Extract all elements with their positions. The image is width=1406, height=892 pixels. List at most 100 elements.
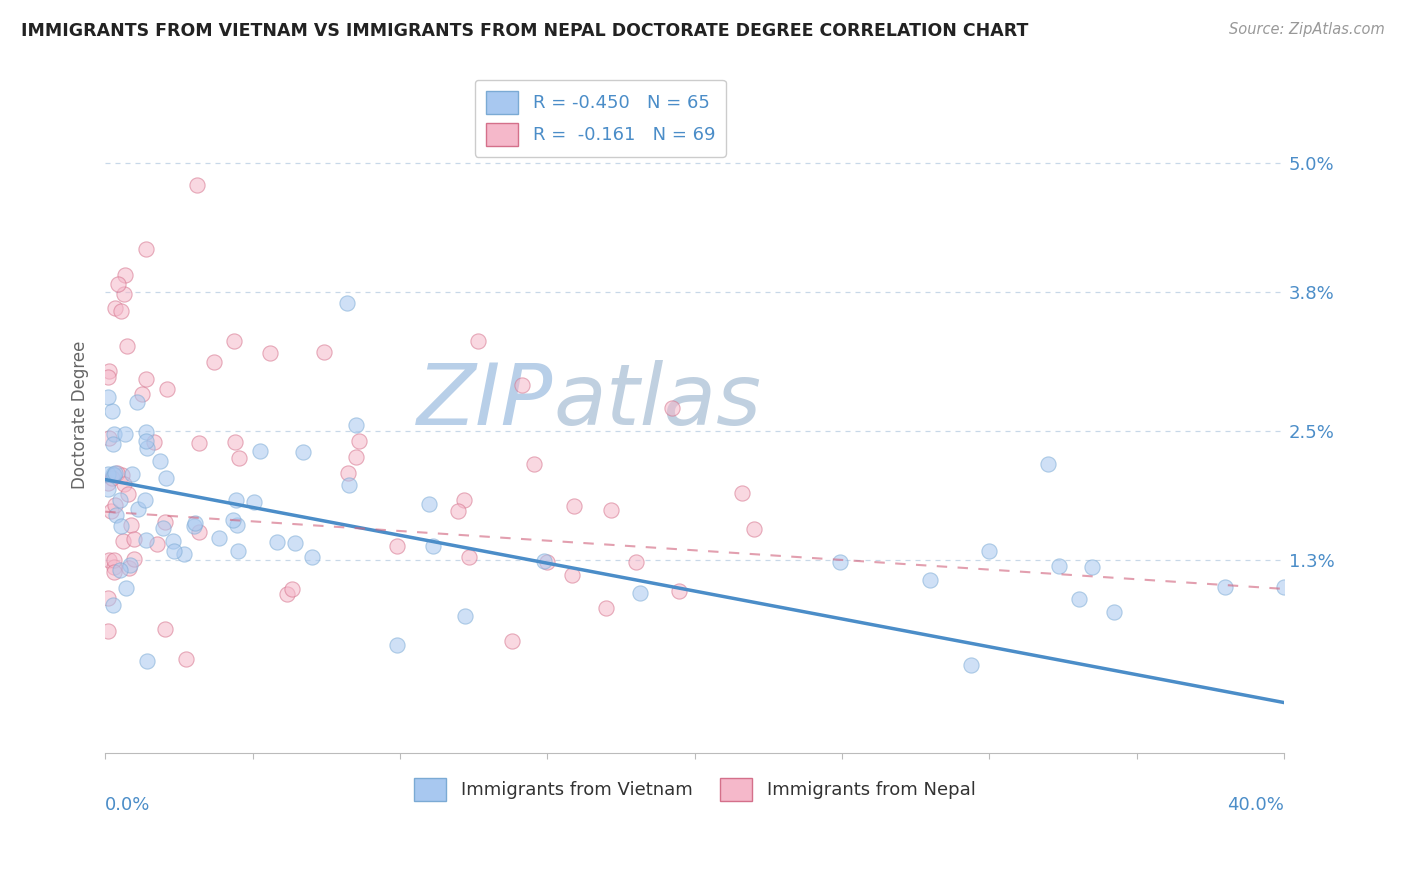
Point bbox=[228, 451, 250, 466]
Point bbox=[104, 466, 127, 480]
Point bbox=[134, 493, 156, 508]
Point bbox=[97, 370, 120, 384]
Point bbox=[173, 547, 195, 561]
Point bbox=[120, 558, 142, 573]
Point bbox=[1069, 591, 1091, 606]
Point bbox=[103, 565, 125, 579]
Point bbox=[135, 242, 157, 256]
Point bbox=[336, 295, 359, 310]
Point bbox=[135, 371, 157, 385]
Point bbox=[135, 425, 157, 440]
Point bbox=[187, 524, 209, 539]
Point bbox=[418, 497, 440, 511]
Point bbox=[467, 334, 489, 348]
Point bbox=[225, 518, 247, 533]
Point bbox=[668, 583, 690, 598]
Point bbox=[101, 598, 124, 612]
Point bbox=[742, 522, 765, 536]
Point bbox=[101, 403, 124, 417]
Point bbox=[135, 654, 157, 668]
Point bbox=[100, 504, 122, 518]
Point bbox=[447, 504, 470, 518]
Point bbox=[97, 591, 120, 605]
Point bbox=[127, 394, 149, 409]
Point bbox=[110, 518, 132, 533]
Point bbox=[152, 521, 174, 535]
Point bbox=[142, 435, 165, 450]
Point bbox=[110, 304, 132, 318]
Point bbox=[104, 508, 127, 522]
Point bbox=[422, 539, 444, 553]
Point bbox=[127, 502, 149, 516]
Point bbox=[337, 467, 360, 481]
Point bbox=[114, 426, 136, 441]
Point bbox=[122, 551, 145, 566]
Point bbox=[103, 427, 125, 442]
Point bbox=[111, 467, 134, 482]
Point bbox=[110, 563, 132, 577]
Point bbox=[117, 339, 139, 353]
Point bbox=[183, 519, 205, 533]
Point bbox=[174, 652, 197, 666]
Point bbox=[117, 487, 139, 501]
Point bbox=[131, 386, 153, 401]
Point bbox=[1213, 580, 1236, 594]
Point bbox=[224, 334, 246, 348]
Point bbox=[259, 346, 281, 360]
Point bbox=[276, 586, 298, 600]
Point bbox=[101, 467, 124, 481]
Point bbox=[344, 450, 367, 464]
Y-axis label: Doctorate Degree: Doctorate Degree bbox=[72, 341, 89, 490]
Point bbox=[523, 457, 546, 471]
Point bbox=[103, 437, 125, 451]
Point bbox=[97, 364, 120, 378]
Point bbox=[347, 434, 370, 448]
Point bbox=[454, 608, 477, 623]
Point bbox=[163, 544, 186, 558]
Point bbox=[153, 516, 176, 530]
Point bbox=[979, 543, 1001, 558]
Point bbox=[107, 277, 129, 292]
Point bbox=[301, 549, 323, 564]
Point bbox=[97, 624, 120, 639]
Point bbox=[562, 499, 585, 513]
Point bbox=[281, 582, 304, 597]
Point bbox=[112, 477, 135, 491]
Point bbox=[149, 454, 172, 468]
Point bbox=[183, 516, 205, 530]
Point bbox=[135, 434, 157, 448]
Point bbox=[346, 418, 368, 433]
Legend: Immigrants from Vietnam, Immigrants from Nepal: Immigrants from Vietnam, Immigrants from… bbox=[406, 771, 983, 808]
Point bbox=[249, 443, 271, 458]
Point bbox=[114, 268, 136, 282]
Point bbox=[97, 390, 120, 404]
Point bbox=[628, 586, 651, 600]
Point bbox=[100, 471, 122, 485]
Point bbox=[510, 378, 533, 392]
Point bbox=[202, 355, 225, 369]
Point bbox=[536, 555, 558, 569]
Point bbox=[624, 555, 647, 569]
Point bbox=[453, 493, 475, 508]
Point bbox=[118, 561, 141, 575]
Point bbox=[243, 495, 266, 509]
Point bbox=[107, 467, 129, 481]
Point bbox=[97, 482, 120, 496]
Point bbox=[136, 441, 159, 455]
Point bbox=[135, 533, 157, 548]
Point bbox=[121, 518, 143, 533]
Point bbox=[560, 567, 582, 582]
Text: Source: ZipAtlas.com: Source: ZipAtlas.com bbox=[1229, 22, 1385, 37]
Point bbox=[1081, 559, 1104, 574]
Point bbox=[385, 638, 408, 652]
Point bbox=[97, 553, 120, 567]
Point bbox=[111, 533, 134, 548]
Point bbox=[162, 533, 184, 548]
Point bbox=[103, 467, 125, 482]
Point bbox=[458, 550, 481, 565]
Point bbox=[110, 493, 132, 508]
Text: 0.0%: 0.0% bbox=[105, 796, 150, 814]
Point bbox=[266, 535, 288, 549]
Point bbox=[97, 467, 120, 482]
Point bbox=[225, 493, 247, 508]
